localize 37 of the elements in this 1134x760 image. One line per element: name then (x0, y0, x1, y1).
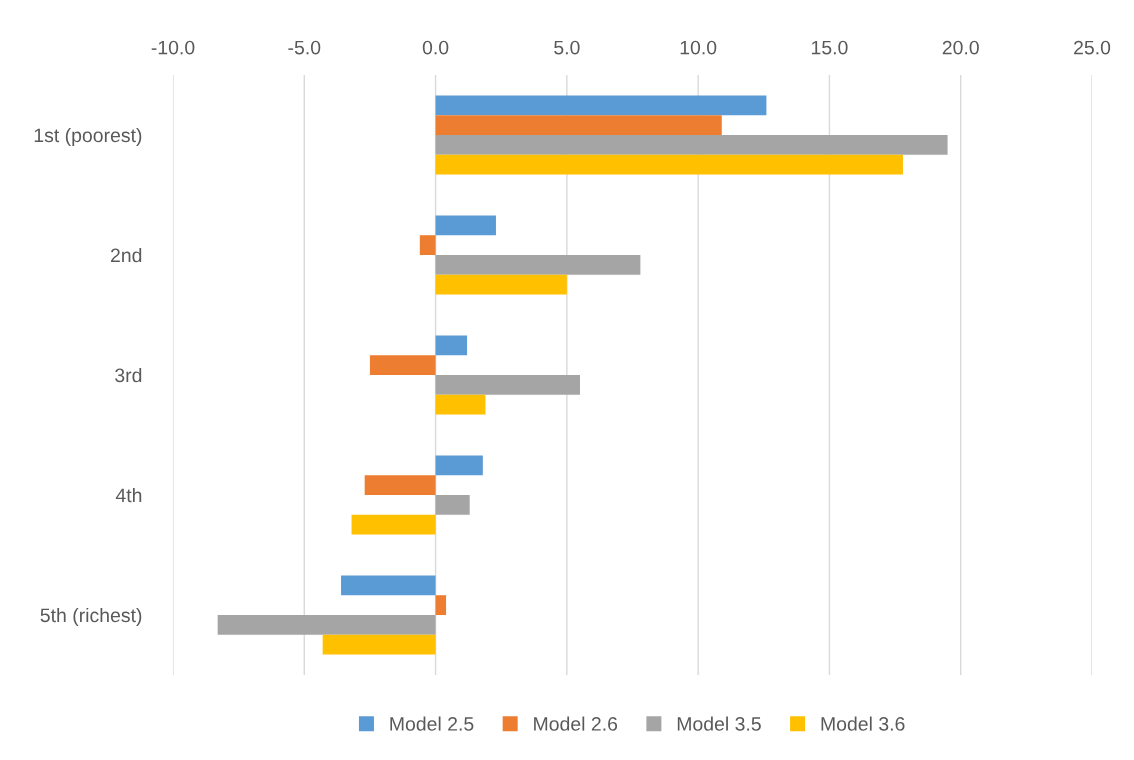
x-tick-label: 25.0 (1074, 40, 1111, 55)
bar (435, 115, 722, 135)
bar (435, 455, 483, 476)
x-tick-label: 10.0 (680, 40, 717, 55)
bar (435, 394, 486, 415)
bar (435, 95, 767, 116)
x-tick-label: 0.0 (422, 40, 449, 55)
bar (435, 495, 470, 515)
x-tick-label: -5.0 (288, 40, 321, 55)
bar (435, 274, 567, 295)
bar (217, 615, 436, 635)
bar (322, 634, 436, 655)
bar (341, 575, 436, 596)
bar (351, 514, 436, 535)
bar (369, 355, 436, 375)
bar (419, 235, 436, 255)
legend-label: Model 2.5 (390, 716, 474, 731)
bar (435, 375, 580, 395)
y-tick-label: 5th (richest) (40, 607, 142, 627)
bar (435, 255, 641, 275)
bar (435, 595, 447, 615)
y-tick-label: 2nd (110, 247, 142, 263)
bar (435, 215, 496, 236)
bar (435, 335, 468, 356)
x-tick-label: 20.0 (942, 40, 979, 55)
bar (435, 135, 948, 155)
bar (364, 475, 436, 495)
y-tick-label: 1st (poorest) (34, 127, 142, 147)
x-tick-label: 5.0 (554, 40, 580, 55)
legend-label: Model 2.6 (534, 716, 618, 731)
legend-label: Model 3.5 (677, 716, 761, 731)
bar (435, 154, 903, 175)
x-tick-label: 15.0 (811, 40, 848, 55)
legend-label: Model 3.6 (821, 716, 905, 731)
y-tick-label: 4th (115, 487, 142, 503)
x-tick-label: -10.0 (151, 40, 195, 55)
y-tick-label: 3rd (115, 367, 142, 383)
